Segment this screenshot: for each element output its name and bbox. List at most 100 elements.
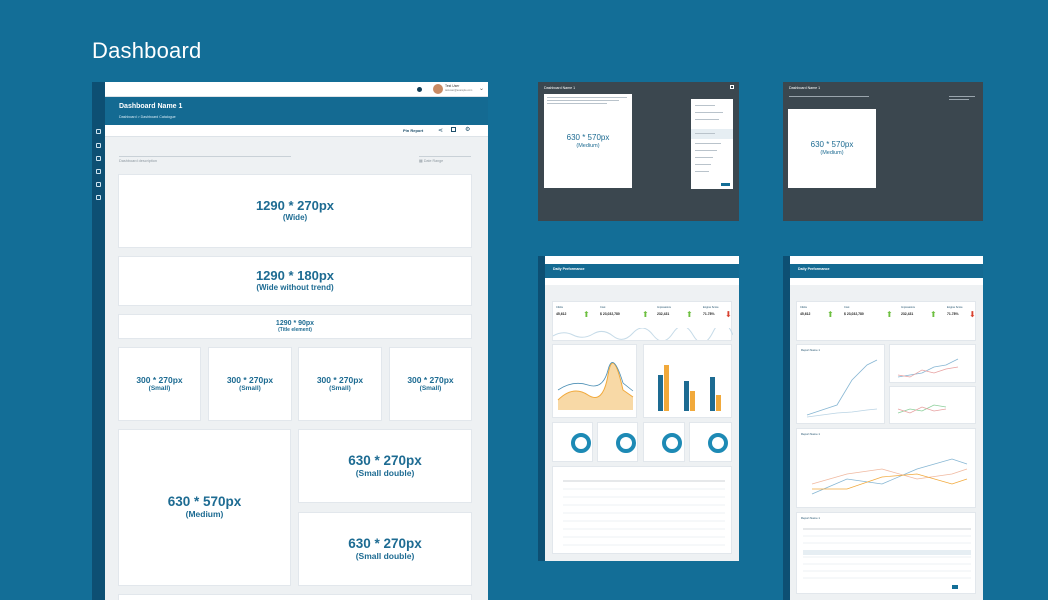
kpi-name: Cost bbox=[600, 306, 606, 309]
card-medium[interactable]: 630 * 570px (Medium) bbox=[118, 429, 291, 586]
card-wide-no-trend[interactable]: 1290 * 180px (Wide without trend) bbox=[118, 256, 472, 306]
dropdown-menu[interactable] bbox=[691, 99, 733, 189]
home-icon[interactable] bbox=[96, 129, 101, 134]
thumbnail-title: Dashboard Name 1 bbox=[789, 86, 821, 90]
side-rail bbox=[92, 82, 105, 600]
gear-icon[interactable]: ⚙ bbox=[465, 127, 471, 133]
card-size: 300 * 270px bbox=[136, 374, 183, 385]
card-label: (Medium) bbox=[576, 142, 600, 149]
close-icon[interactable] bbox=[730, 85, 734, 89]
card-small[interactable]: 300 * 270px (Small) bbox=[208, 347, 292, 421]
thumbnail-title: Daily Performance bbox=[798, 267, 830, 271]
kpi-impressions: Impressions 232,431 bbox=[901, 306, 915, 316]
report-card-wide: Report Name 1 bbox=[796, 428, 976, 508]
kpi-name: Engine Score bbox=[947, 306, 963, 309]
kpi-name: Impressions bbox=[901, 306, 915, 309]
kpi-cost: Cost $ 23,032,780 bbox=[600, 306, 620, 316]
report-card bbox=[889, 386, 976, 424]
kpi-cost: Cost $ 23,032,780 bbox=[844, 306, 864, 316]
reports-icon[interactable] bbox=[96, 143, 101, 148]
card-wide[interactable]: 1290 * 270px (Wide) bbox=[118, 174, 472, 248]
card-size: 630 * 270px bbox=[348, 535, 422, 551]
kpi-value: 71.78% bbox=[947, 312, 959, 316]
arrow-up-icon: ⬆ bbox=[827, 310, 834, 319]
data-table-card bbox=[552, 466, 732, 554]
card-size: 630 * 570px bbox=[566, 132, 610, 142]
breadcrumb[interactable]: Dashboard > Dashboard Catalogue bbox=[119, 115, 176, 119]
card-label: (Wide without trend) bbox=[256, 282, 334, 292]
menu-item-highlight[interactable] bbox=[691, 129, 733, 139]
arrow-down-icon: ⬇ bbox=[725, 310, 732, 319]
report-card: Report Name 1 bbox=[796, 344, 885, 424]
kpi-impressions: Impressions 232,431 bbox=[657, 306, 671, 316]
card-small[interactable]: 300 * 270px (Small) bbox=[389, 347, 472, 421]
donut-card bbox=[597, 422, 638, 462]
card-size: 300 * 270px bbox=[407, 374, 454, 385]
kpi-strip: Clicks 45,612 ⬆ Cost $ 23,032,780 ⬆ Impr… bbox=[552, 301, 733, 341]
card-label: (Small) bbox=[148, 385, 171, 393]
user-name: Test User bbox=[445, 84, 460, 88]
toolbar bbox=[790, 278, 983, 285]
page-header: Daily Performance bbox=[545, 264, 739, 278]
dashboard-name: Dashboard Name 1 bbox=[119, 103, 183, 110]
card-size: 300 * 270px bbox=[316, 374, 364, 385]
thumbnail-daily-performance-reports: Daily Performance Clicks 45,612 ⬆ Cost $… bbox=[783, 256, 983, 600]
report-card bbox=[889, 344, 976, 383]
multi-line-chart bbox=[811, 458, 968, 495]
report-title: Report Name 1 bbox=[801, 432, 820, 436]
apply-button[interactable] bbox=[721, 183, 730, 186]
settings-icon[interactable] bbox=[96, 195, 101, 200]
thumbnail-title: Daily Performance bbox=[553, 267, 585, 271]
card-size: 630 * 570px bbox=[167, 494, 242, 510]
kpi-clicks: Clicks 45,612 bbox=[556, 306, 566, 316]
card-label: (Medium) bbox=[185, 509, 224, 520]
arrow-up-icon: ⬆ bbox=[642, 310, 649, 319]
bar-chart bbox=[658, 365, 721, 411]
card-partial[interactable] bbox=[118, 594, 472, 600]
page-title: Dashboard bbox=[92, 38, 202, 63]
kpi-value: 45,612 bbox=[556, 312, 567, 316]
help-icon[interactable] bbox=[417, 87, 422, 92]
kpi-name: Engine Score bbox=[703, 306, 719, 309]
kpi-value: $ 23,032,780 bbox=[600, 312, 620, 316]
search-icon[interactable] bbox=[96, 169, 101, 174]
kpi-value: 232,431 bbox=[901, 312, 914, 316]
card-label: (Title element) bbox=[278, 326, 312, 333]
kpi-value: 232,431 bbox=[657, 312, 670, 316]
chevron-down-icon[interactable]: ⌄ bbox=[479, 86, 485, 92]
card-title-element[interactable]: 1290 * 90px (Title element) bbox=[118, 314, 472, 339]
avatar[interactable] bbox=[433, 84, 443, 94]
card-small[interactable]: 300 * 270px (Small) bbox=[118, 347, 201, 421]
analytics-icon[interactable] bbox=[96, 156, 101, 161]
page-header: Daily Performance bbox=[790, 264, 983, 278]
data-table bbox=[563, 480, 725, 546]
card-small-double[interactable]: 630 * 270px (Small double) bbox=[298, 512, 472, 586]
area-chart-card bbox=[552, 344, 637, 418]
user-email: testuser@example.com bbox=[445, 89, 473, 92]
kpi-name: Clicks bbox=[556, 306, 563, 309]
card-small[interactable]: 300 * 270px (Small) bbox=[298, 347, 382, 421]
users-icon[interactable] bbox=[96, 182, 101, 187]
card-label: (Small double) bbox=[355, 550, 415, 561]
pin-report-button[interactable]: Pin Report bbox=[403, 128, 424, 133]
report-table-card: Report Name 1 bbox=[796, 512, 976, 594]
thumbnail-card-medium: 630 * 570px (Medium) bbox=[544, 94, 632, 188]
card-small-double[interactable]: 630 * 270px (Small double) bbox=[298, 429, 472, 503]
line-chart bbox=[897, 404, 947, 414]
card-size: 630 * 570px bbox=[810, 140, 854, 150]
arrow-down-icon: ⬇ bbox=[969, 310, 976, 319]
card-label: (Small) bbox=[329, 385, 351, 393]
donut-card bbox=[689, 422, 732, 462]
card-size: 1290 * 180px bbox=[255, 268, 335, 284]
line-chart bbox=[806, 359, 878, 418]
arrow-up-icon: ⬆ bbox=[583, 310, 590, 319]
card-label: (Wide) bbox=[282, 212, 308, 222]
data-table bbox=[803, 528, 971, 589]
fullscreen-icon[interactable] bbox=[451, 127, 456, 132]
card-label: (Medium) bbox=[820, 150, 844, 156]
date-range-field[interactable]: ▦ Date Range bbox=[419, 149, 471, 163]
kpi-value: $ 23,032,780 bbox=[844, 312, 864, 316]
description-field[interactable]: Dashboard description bbox=[119, 149, 291, 163]
card-size: 1290 * 270px bbox=[255, 198, 335, 214]
share-icon[interactable]: ⋖ bbox=[438, 128, 444, 134]
